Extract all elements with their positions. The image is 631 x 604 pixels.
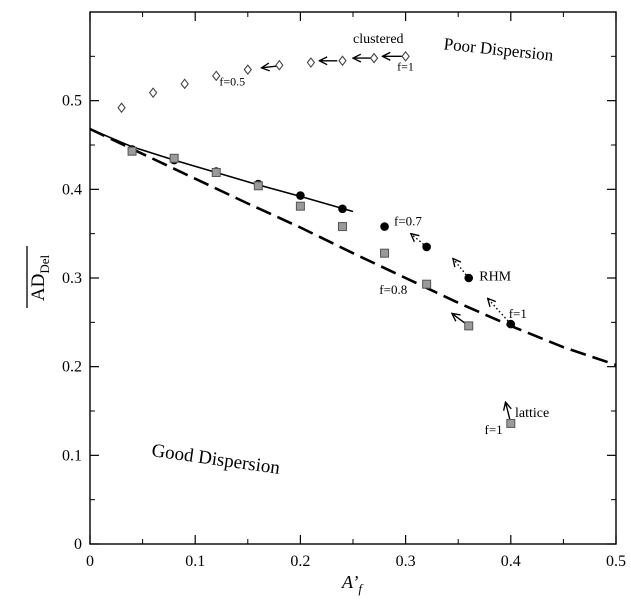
arrow [411,234,428,248]
arrow [261,66,278,68]
annotation-label: f=1 [397,60,414,74]
fit-line-solid [89,128,354,213]
x-tick-label: 0.1 [185,553,205,570]
clustered-point [117,102,126,114]
annotation-label: f=1 [509,306,527,321]
x-axis-label: A’f [341,572,364,596]
x-axis-label-sub: f [358,581,364,596]
annotation-label: f=1 [485,422,503,437]
lattice-point [380,248,390,258]
x-axis-label-main: A’ [341,572,358,592]
arrow [488,298,512,325]
plot-frame [89,11,617,545]
clustered-point [212,70,221,82]
svg-text:ADDel: ADDel [28,255,52,302]
lattice-point [295,201,305,211]
annotation-label: clustered [353,32,404,47]
clustered-point [306,57,316,68]
y-tick-label: 0 [74,536,82,553]
y-axis-label-main: AD [28,274,49,301]
lattice-point [169,153,179,163]
x-tick-label: 0.5 [606,553,626,570]
fit-curves [89,127,617,367]
y-tick-label: 0.4 [62,181,82,198]
x-tick-label: 0.2 [290,553,310,570]
y-axis-label-sub: Del [37,255,52,274]
annotation-label: lattice [515,406,549,421]
x-tick-label: 0.3 [396,553,416,570]
clustered-point [338,55,347,67]
rhm-point [338,204,347,214]
y-tick-label: 0.3 [62,270,82,287]
fit-line-dashed [89,127,617,367]
clustered-point [369,52,379,64]
rhm-point [296,191,305,200]
annotation-label: RHM [479,270,511,285]
region-label-poor: Poor Dispersion [443,34,555,64]
clustered-point [148,87,158,99]
rhm-point [464,273,474,283]
lattice-point [422,279,432,289]
clustered-point [180,78,189,90]
clustered-point [275,59,284,71]
data-points [117,50,516,428]
annotations: clustered f=1 f=0.5 f=0.7 RHM f=0.8 f=1 f=1 latt… [219,32,549,437]
region-label-good: Good Dispersion [150,440,281,479]
y-tick-label: 0.1 [62,447,82,464]
clustered-point [401,50,410,62]
axis-ticks: 0 0.1 0.2 0.3 0.4 0.5 0 0.1 0.2 0.3 0.4 0.5 [62,12,626,570]
arrows [261,56,512,424]
y-axis-label: ADDel [26,246,52,308]
rhm-point [506,319,516,329]
lattice-point [127,146,137,156]
rhm-point [422,242,431,252]
annotation-label: f=0.5 [219,75,245,89]
annotation-label: f=0.7 [394,214,422,229]
lattice-point [211,167,221,177]
annotation-label: f=0.8 [379,282,407,297]
clustered-point [243,64,252,76]
lattice-point [337,222,347,232]
lattice-point [253,181,263,191]
x-tick-label: 0.4 [501,553,521,570]
y-tick-label: 0.2 [62,359,82,376]
lattice-point [506,418,516,428]
lattice-point [464,321,474,331]
rhm-point [380,222,389,231]
y-tick-label: 0.5 [62,93,82,110]
x-tick-label: 0 [86,553,94,570]
